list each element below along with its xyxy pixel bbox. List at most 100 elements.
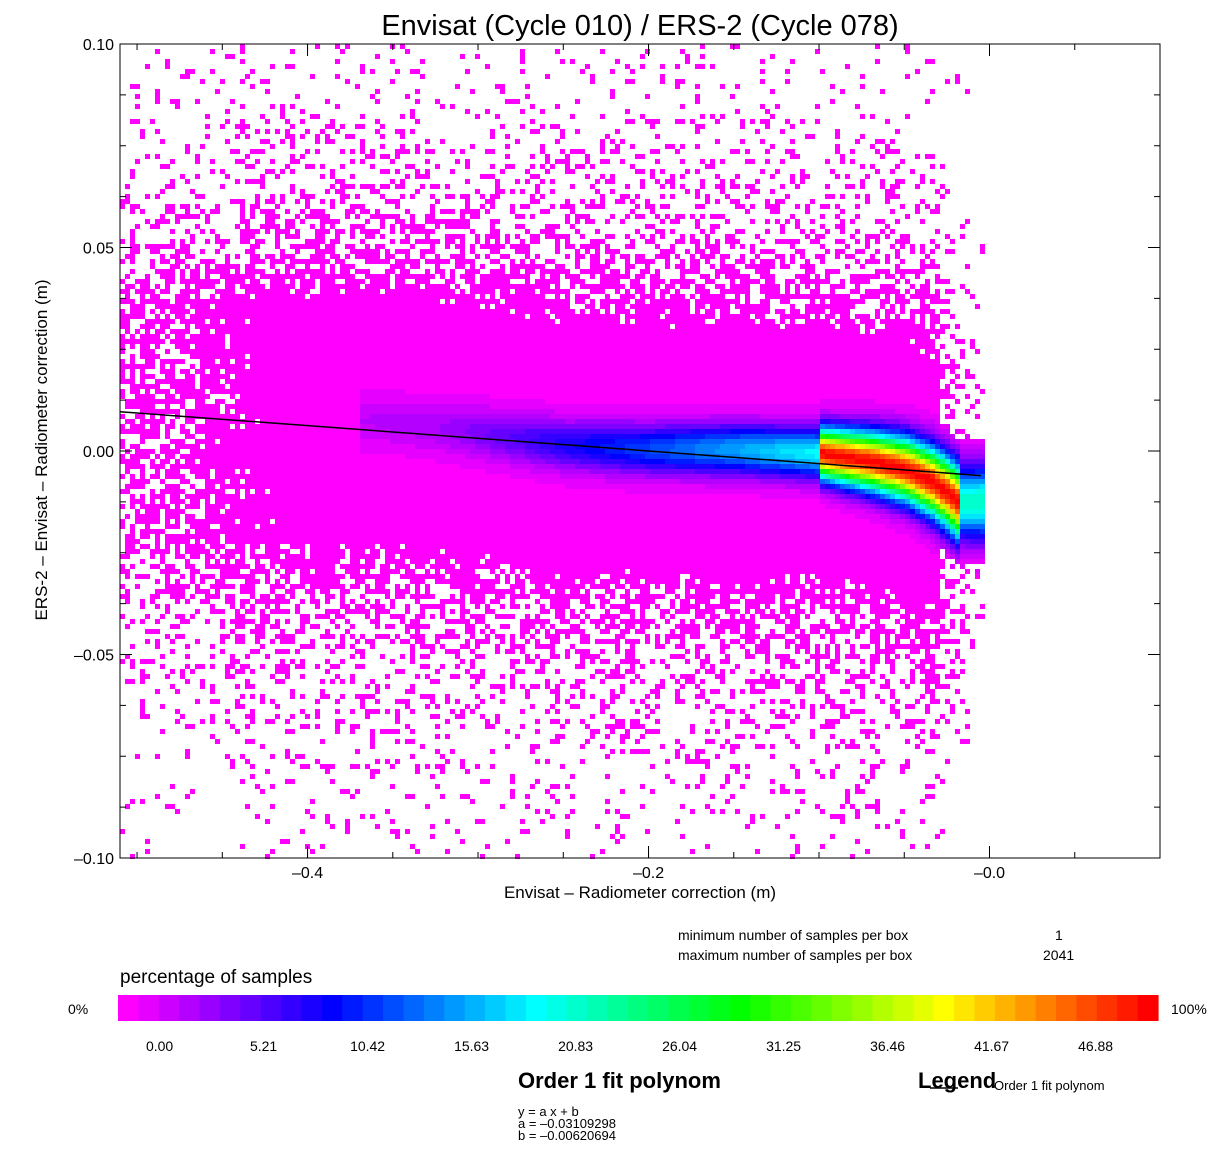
heatmap-cell [410,224,415,229]
heatmap-cell [295,384,300,389]
heatmap-cell [305,424,310,429]
heatmap-cell [265,439,270,444]
heatmap-cell [220,349,225,354]
heatmap-cell [365,399,370,404]
heatmap-cell [175,309,180,314]
heatmap-cell [170,424,175,429]
heatmap-cell [300,479,305,484]
heatmap-cell [205,474,210,479]
heatmap-cell [240,554,245,559]
heatmap-cell [135,539,140,544]
heatmap-cell [205,454,210,459]
heatmap-cell [330,444,335,449]
heatmap-cell [420,374,425,379]
heatmap-cell [220,489,225,494]
heatmap-cell [355,389,360,394]
heatmap-cell [385,759,390,764]
heatmap-cell [290,569,295,574]
heatmap-cell [145,274,150,279]
heatmap-layer [120,44,985,859]
heatmap-cell [340,554,345,559]
heatmap-cell [405,529,410,534]
heatmap-cell [170,684,175,689]
heatmap-cell [170,239,175,244]
heatmap-cell [145,434,150,439]
heatmap-cell [360,509,365,514]
heatmap-cell [295,404,300,409]
heatmap-cell [160,569,165,574]
heatmap-cell [280,649,285,654]
heatmap-cell [360,304,365,309]
heatmap-cell [270,529,275,534]
heatmap-cell [180,509,185,514]
heatmap-cell [190,574,195,579]
heatmap-cell [370,534,375,539]
heatmap-cell [310,594,315,599]
heatmap-cell [320,394,325,399]
heatmap-cell [440,314,445,319]
heatmap-cell [240,44,245,49]
heatmap-cell [330,419,335,424]
heatmap-cell [190,789,195,794]
heatmap-cell [240,59,245,64]
heatmap-cell [285,364,290,369]
heatmap-cell [430,679,435,684]
heatmap-cell [375,414,380,419]
heatmap-cell [310,244,315,249]
heatmap-cell [260,334,265,339]
heatmap-cell [255,434,260,439]
heatmap-cell [155,514,160,519]
heatmap-cell [260,314,265,319]
heatmap-cell [385,279,390,284]
heatmap-cell [130,494,135,499]
heatmap-cell [250,464,255,469]
heatmap-cell [420,439,425,444]
heatmap-cell [355,479,360,484]
heatmap-cell [410,329,415,334]
heatmap-cell [280,839,285,844]
heatmap-cell [390,159,395,164]
heatmap-cell [425,234,430,239]
heatmap-cell [275,419,280,424]
heatmap-cell [190,354,195,359]
heatmap-cell [400,319,405,324]
heatmap-cell [450,389,455,394]
heatmap-cell [220,354,225,359]
heatmap-cell [425,434,430,439]
heatmap-cell [425,339,430,344]
heatmap-cell [395,284,400,289]
heatmap-cell [195,639,200,644]
heatmap-cell [385,334,390,339]
heatmap-cell [240,564,245,569]
heatmap-cell [180,444,185,449]
heatmap-cell [405,49,410,54]
heatmap-cell [395,259,400,264]
heatmap-cell [400,259,405,264]
heatmap-cell [150,374,155,379]
heatmap-cell [175,409,180,414]
heatmap-cell [435,464,440,469]
heatmap-cell [370,344,375,349]
heatmap-cell [400,534,405,539]
heatmap-cell [350,134,355,139]
heatmap-cell [275,394,280,399]
heatmap-cell [195,609,200,614]
heatmap-cell [400,484,405,489]
heatmap-cell [240,664,245,669]
heatmap-cell [375,524,380,529]
heatmap-cell [165,469,170,474]
heatmap-cell [200,339,205,344]
heatmap-cell [400,464,405,469]
heatmap-cell [320,534,325,539]
heatmap-cell [310,214,315,219]
heatmap-cell [260,364,265,369]
heatmap-cell [245,224,250,229]
heatmap-cell [255,554,260,559]
heatmap-cell [190,394,195,399]
heatmap-cell [420,359,425,364]
heatmap-cell [325,339,330,344]
heatmap-cell [280,639,285,644]
heatmap-cell [300,414,305,419]
heatmap-cell [260,324,265,329]
heatmap-cell [370,319,375,324]
